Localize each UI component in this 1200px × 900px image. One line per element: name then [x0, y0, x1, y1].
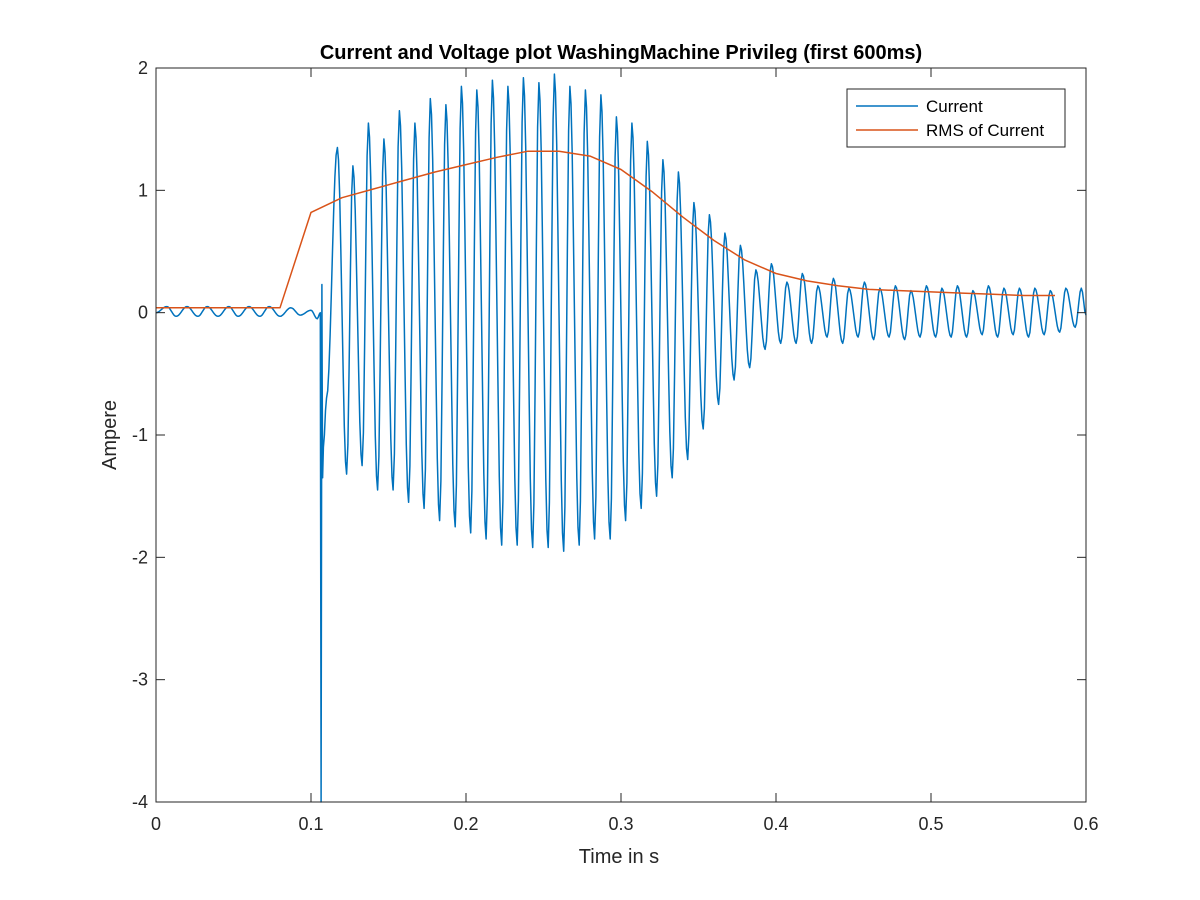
x-tick-label: 0 [151, 814, 161, 834]
y-tick-label: -4 [132, 792, 148, 812]
y-tick-label: -1 [132, 425, 148, 445]
x-axis-label: Time in s [579, 846, 659, 868]
x-tick-label: 0.4 [763, 814, 788, 834]
series-layer [155, 73, 1087, 803]
legend-label-current: Current [926, 97, 983, 116]
x-tick-label: 0.2 [453, 814, 478, 834]
chart-title: Current and Voltage plot WashingMachine … [320, 42, 922, 64]
y-axis-ticks: -4 -3 -2 -1 0 1 2 [132, 58, 1086, 812]
x-tick-label: 0.1 [298, 814, 323, 834]
x-tick-label: 0.6 [1073, 814, 1098, 834]
y-tick-label: -2 [132, 547, 148, 567]
x-tick-label: 0.3 [608, 814, 633, 834]
series-line-rms-of-current [156, 150, 1055, 309]
series-line-current [155, 73, 1087, 803]
legend-box [846, 88, 1066, 148]
legend: Current RMS of Current [846, 88, 1066, 148]
plot-area [156, 68, 1086, 802]
x-axis-ticks: 0 0.1 0.2 0.3 0.4 0.5 0.6 [151, 68, 1099, 834]
y-tick-label: 1 [138, 180, 148, 200]
y-tick-label: 0 [138, 303, 148, 323]
y-tick-label: -3 [132, 670, 148, 690]
legend-label-rms-of-current: RMS of Current [926, 121, 1044, 140]
y-axis-label: Ampere [99, 400, 121, 470]
y-tick-label: 2 [138, 58, 148, 78]
x-tick-label: 0.5 [918, 814, 943, 834]
